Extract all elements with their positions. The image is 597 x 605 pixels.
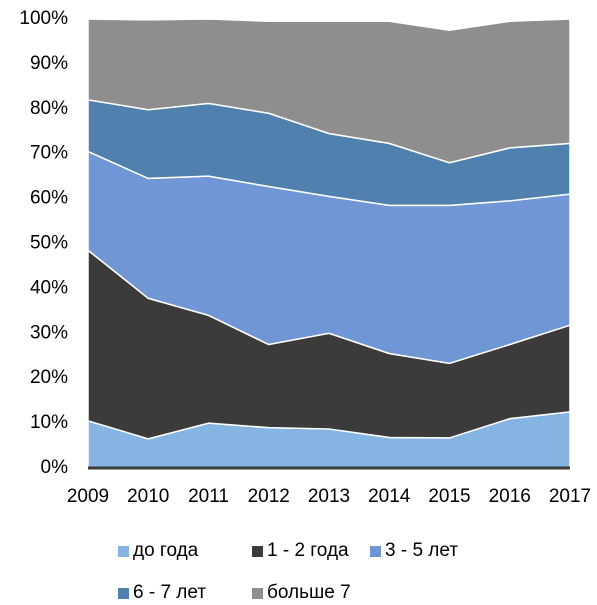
y-tick-label: 70% <box>30 143 68 164</box>
y-tick-label: 60% <box>30 188 68 209</box>
x-tick-label: 2013 <box>308 486 350 507</box>
x-tick-label: 2010 <box>127 486 169 507</box>
x-tick-label: 2009 <box>67 486 109 507</box>
y-tick-label: 20% <box>30 367 68 388</box>
y-tick-label: 30% <box>30 322 68 343</box>
x-tick-label: 2017 <box>549 486 591 507</box>
y-tick-label: 50% <box>30 233 68 254</box>
legend-swatch <box>252 546 263 557</box>
x-tick-label: 2012 <box>248 486 290 507</box>
legend-swatch <box>118 546 129 557</box>
y-tick-label: 80% <box>30 98 68 119</box>
legend-label: 1 - 2 года <box>267 540 349 561</box>
legend-label: до года <box>133 540 199 561</box>
legend-label: больше 7 <box>267 582 351 603</box>
y-tick-label: 100% <box>19 8 68 29</box>
legend-label: 6 - 7 лет <box>133 582 206 603</box>
legend-swatch <box>118 588 129 599</box>
y-tick-label: 0% <box>41 457 69 478</box>
legend-swatch <box>252 588 263 599</box>
x-tick-label: 2016 <box>489 486 531 507</box>
x-tick-label: 2011 <box>188 486 229 507</box>
y-tick-label: 40% <box>30 277 68 298</box>
y-tick-label: 10% <box>30 412 68 433</box>
y-tick-label: 90% <box>30 53 68 74</box>
legend-label: 3 - 5 лет <box>385 540 458 561</box>
x-tick-label: 2015 <box>428 486 470 507</box>
legend-swatch <box>370 546 381 557</box>
x-tick-label: 2014 <box>368 486 411 507</box>
area <box>87 18 571 164</box>
